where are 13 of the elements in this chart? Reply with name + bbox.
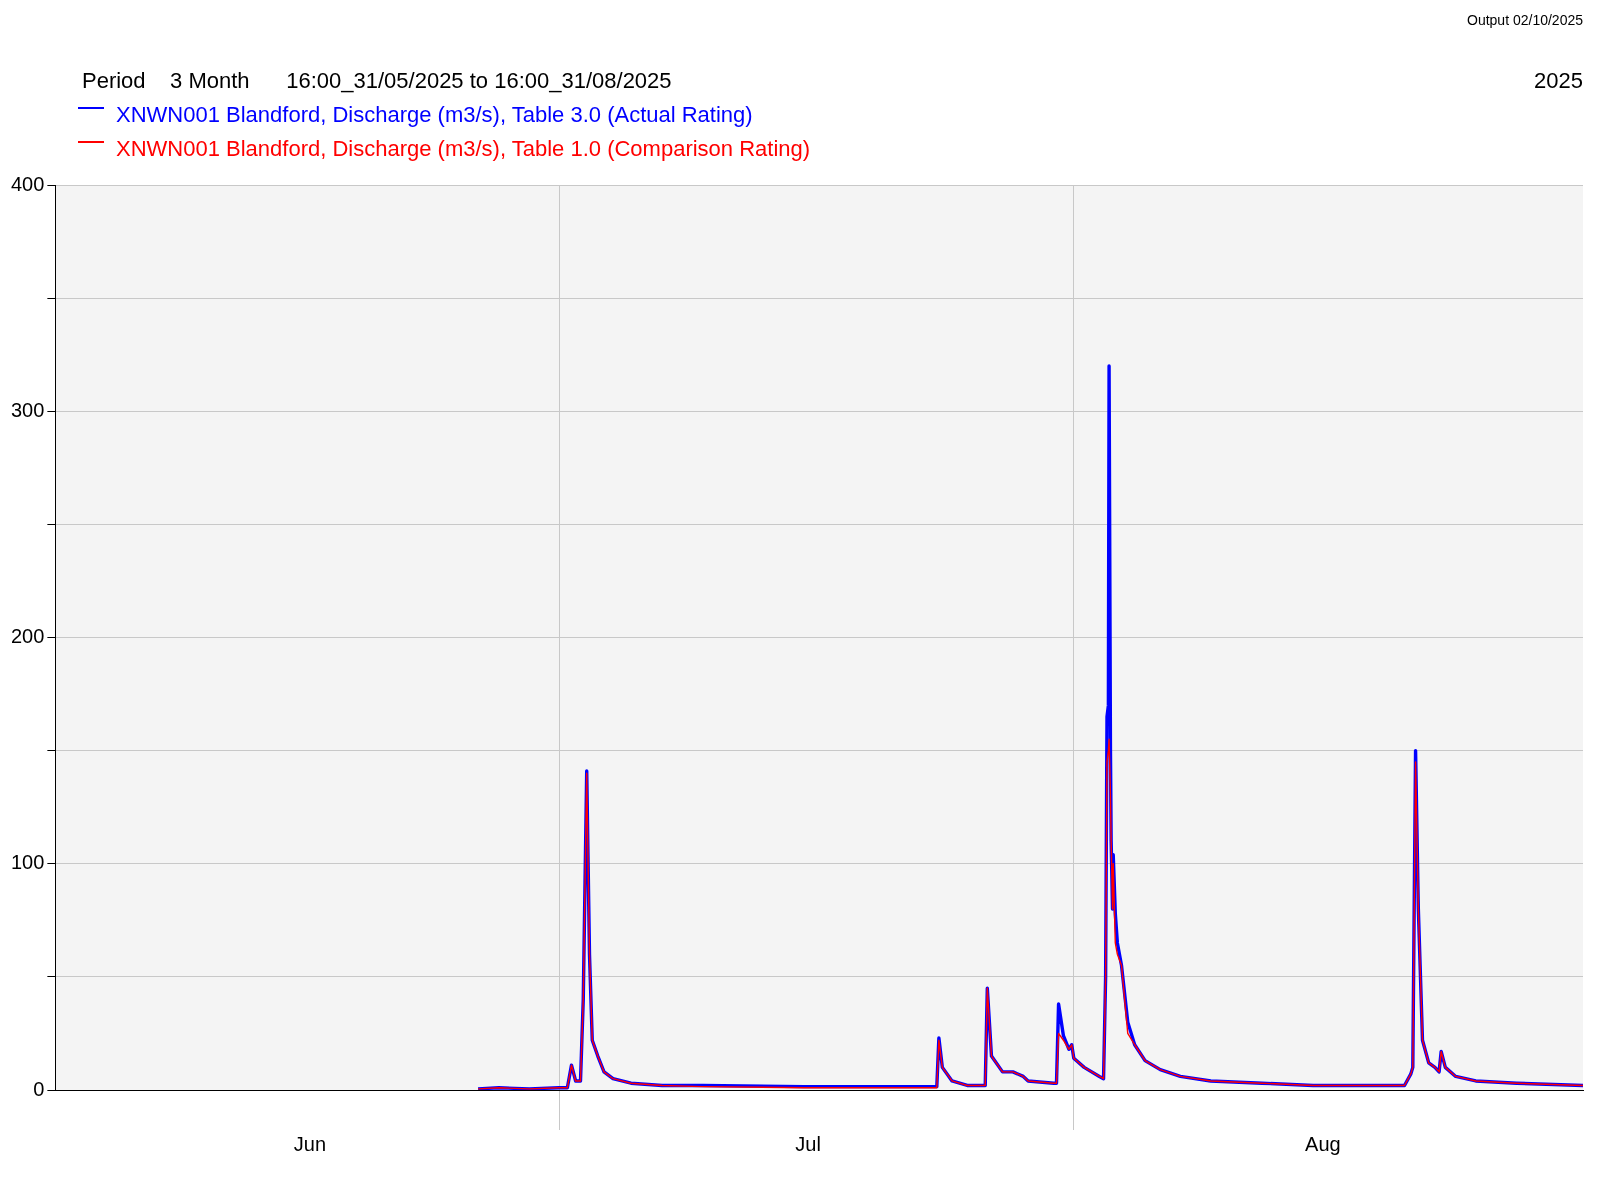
x-tick-label: Jun xyxy=(293,1132,327,1155)
chart-subtitle: Period 3 Month 16:00_31/05/2025 to 16:00_31/08/2025 xyxy=(82,68,672,94)
legend-label: XNWN001 Blandford, Discharge (m3/s), Table 1.0 (Comparison Rating) xyxy=(116,136,811,162)
legend-label: XNWN001 Blandford, Discharge (m3/s), Table 3.0 (Actual Rating) xyxy=(116,102,753,128)
y-tick-label: 0 xyxy=(33,1077,45,1100)
text: 2025 xyxy=(1534,68,1584,94)
y-tick-label: 200 xyxy=(10,625,45,648)
text: Output 02/10/2025 xyxy=(1467,12,1583,28)
y-tick-label: 100 xyxy=(10,851,45,874)
x-tick-label: Jul xyxy=(795,1132,821,1155)
y-tick-label: 400 xyxy=(10,172,45,195)
x-tick-label: Aug xyxy=(1305,1132,1341,1155)
y-tick-label: 300 xyxy=(10,398,45,421)
